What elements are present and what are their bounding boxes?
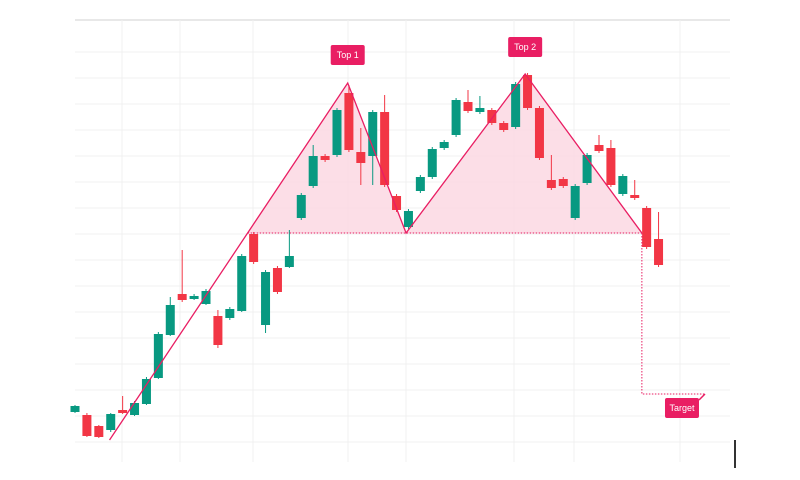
candle-body	[106, 414, 116, 430]
pattern-line	[108, 72, 643, 441]
candle-body	[189, 296, 199, 299]
candle-body	[463, 102, 473, 111]
candle-body	[165, 305, 175, 335]
candle-body	[439, 142, 449, 148]
candle-body	[284, 256, 294, 267]
pattern-label: Target	[669, 403, 695, 413]
candle-body	[475, 108, 485, 112]
pattern-label: Top 2	[514, 42, 536, 52]
candle-body	[237, 256, 247, 311]
candle-body	[392, 196, 402, 210]
candle-body	[153, 334, 163, 378]
candle-body	[403, 211, 413, 227]
candle-body	[654, 239, 664, 265]
candle-body	[177, 294, 187, 300]
candle-body	[272, 268, 282, 292]
candle-body	[141, 379, 151, 404]
pattern-label-box	[508, 37, 543, 57]
candle-body	[511, 84, 521, 127]
candle-body	[356, 152, 366, 163]
candle-body	[546, 180, 556, 188]
candle-body	[368, 112, 378, 156]
candle-body	[451, 100, 461, 135]
candle-body	[130, 403, 140, 415]
target-line	[641, 233, 705, 395]
candle-body	[558, 179, 568, 186]
label-pointer	[698, 393, 706, 401]
candle-body	[606, 148, 616, 185]
candle-body	[618, 176, 628, 194]
candle-body	[523, 75, 533, 108]
candle-body	[320, 156, 330, 160]
candle-body	[415, 177, 425, 191]
candle-body	[642, 208, 652, 247]
candle-body	[296, 195, 306, 218]
pattern-label-box	[664, 398, 699, 418]
candle-body	[261, 272, 271, 325]
candle-body	[499, 123, 509, 130]
candle-body	[534, 108, 544, 158]
candle-body	[594, 145, 604, 151]
candle-body	[94, 426, 104, 437]
candle-body	[82, 415, 92, 436]
pattern-label: Top 1	[337, 50, 359, 60]
pattern-label-box	[330, 45, 365, 65]
candle-body	[332, 110, 342, 155]
candle-body	[225, 309, 235, 318]
candle-body	[630, 195, 640, 198]
candle-body	[380, 112, 390, 185]
candle-body	[427, 149, 437, 177]
candle-body	[201, 291, 211, 304]
candle-body	[308, 156, 318, 186]
candle-body	[344, 93, 354, 150]
candle-body	[487, 110, 497, 123]
candle-body	[249, 234, 259, 262]
pattern-area	[406, 74, 642, 233]
candle-body	[213, 316, 223, 345]
candle-body	[70, 406, 80, 412]
candle-body	[118, 410, 128, 413]
candle-body	[570, 186, 580, 218]
candle-body	[582, 155, 592, 183]
